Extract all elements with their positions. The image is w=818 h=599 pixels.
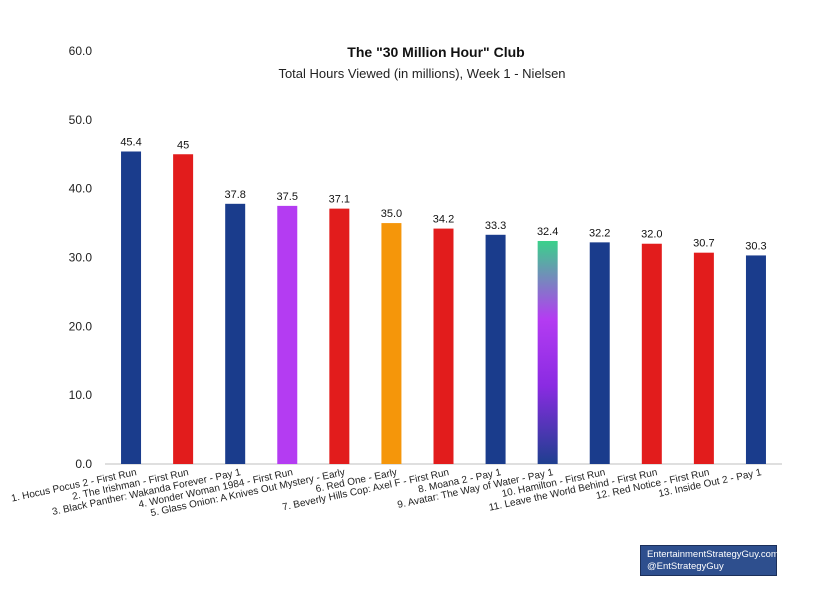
bar [329, 208, 350, 464]
bar [225, 203, 246, 464]
data-labels: 45.4 45 37.8 37.5 37.1 35.0 34.2 33.3 32.4 32.2 32… [120, 136, 766, 252]
data-label: 37.8 [224, 189, 245, 201]
bar [121, 151, 142, 464]
y-tick-label: 10.0 [69, 388, 93, 402]
data-label: 35.0 [381, 208, 402, 220]
data-label: 33.3 [485, 220, 506, 232]
y-axis: 0.0 10.0 20.0 30.0 40.0 50.0 60.0 [69, 44, 93, 471]
bar [485, 234, 506, 464]
y-tick-label: 60.0 [69, 44, 93, 58]
bar [277, 205, 298, 464]
bar [381, 223, 402, 464]
chart-title: The "30 Million Hour" Club [347, 44, 524, 60]
bars [121, 151, 766, 464]
data-label: 30.7 [693, 238, 714, 250]
bar [693, 252, 714, 464]
y-tick-label: 30.0 [69, 251, 93, 265]
bar [589, 242, 610, 464]
data-label: 32.4 [537, 226, 558, 238]
bar [745, 255, 766, 464]
data-label: 37.1 [329, 194, 350, 206]
y-tick-label: 0.0 [75, 457, 92, 471]
data-label: 45.4 [120, 136, 141, 148]
bar [537, 240, 558, 464]
data-label: 37.5 [277, 191, 298, 203]
data-label: 32.2 [589, 227, 610, 239]
data-label: 45 [177, 139, 189, 151]
data-label: 30.3 [745, 240, 766, 252]
bar [641, 243, 662, 464]
chart-subtitle: Total Hours Viewed (in millions), Week 1… [278, 66, 565, 81]
credit-handle: @EntStrategyGuy [647, 561, 724, 572]
data-label: 32.0 [641, 229, 662, 241]
data-label: 34.2 [433, 214, 454, 226]
y-tick-label: 50.0 [69, 113, 93, 127]
credit-box: EntertainmentStrategyGuy.com @EntStrateg… [640, 545, 779, 576]
credit-website: EntertainmentStrategyGuy.com [647, 549, 779, 560]
bar [433, 228, 454, 464]
bar [173, 154, 194, 464]
y-tick-label: 40.0 [69, 182, 93, 196]
y-tick-label: 20.0 [69, 319, 93, 333]
